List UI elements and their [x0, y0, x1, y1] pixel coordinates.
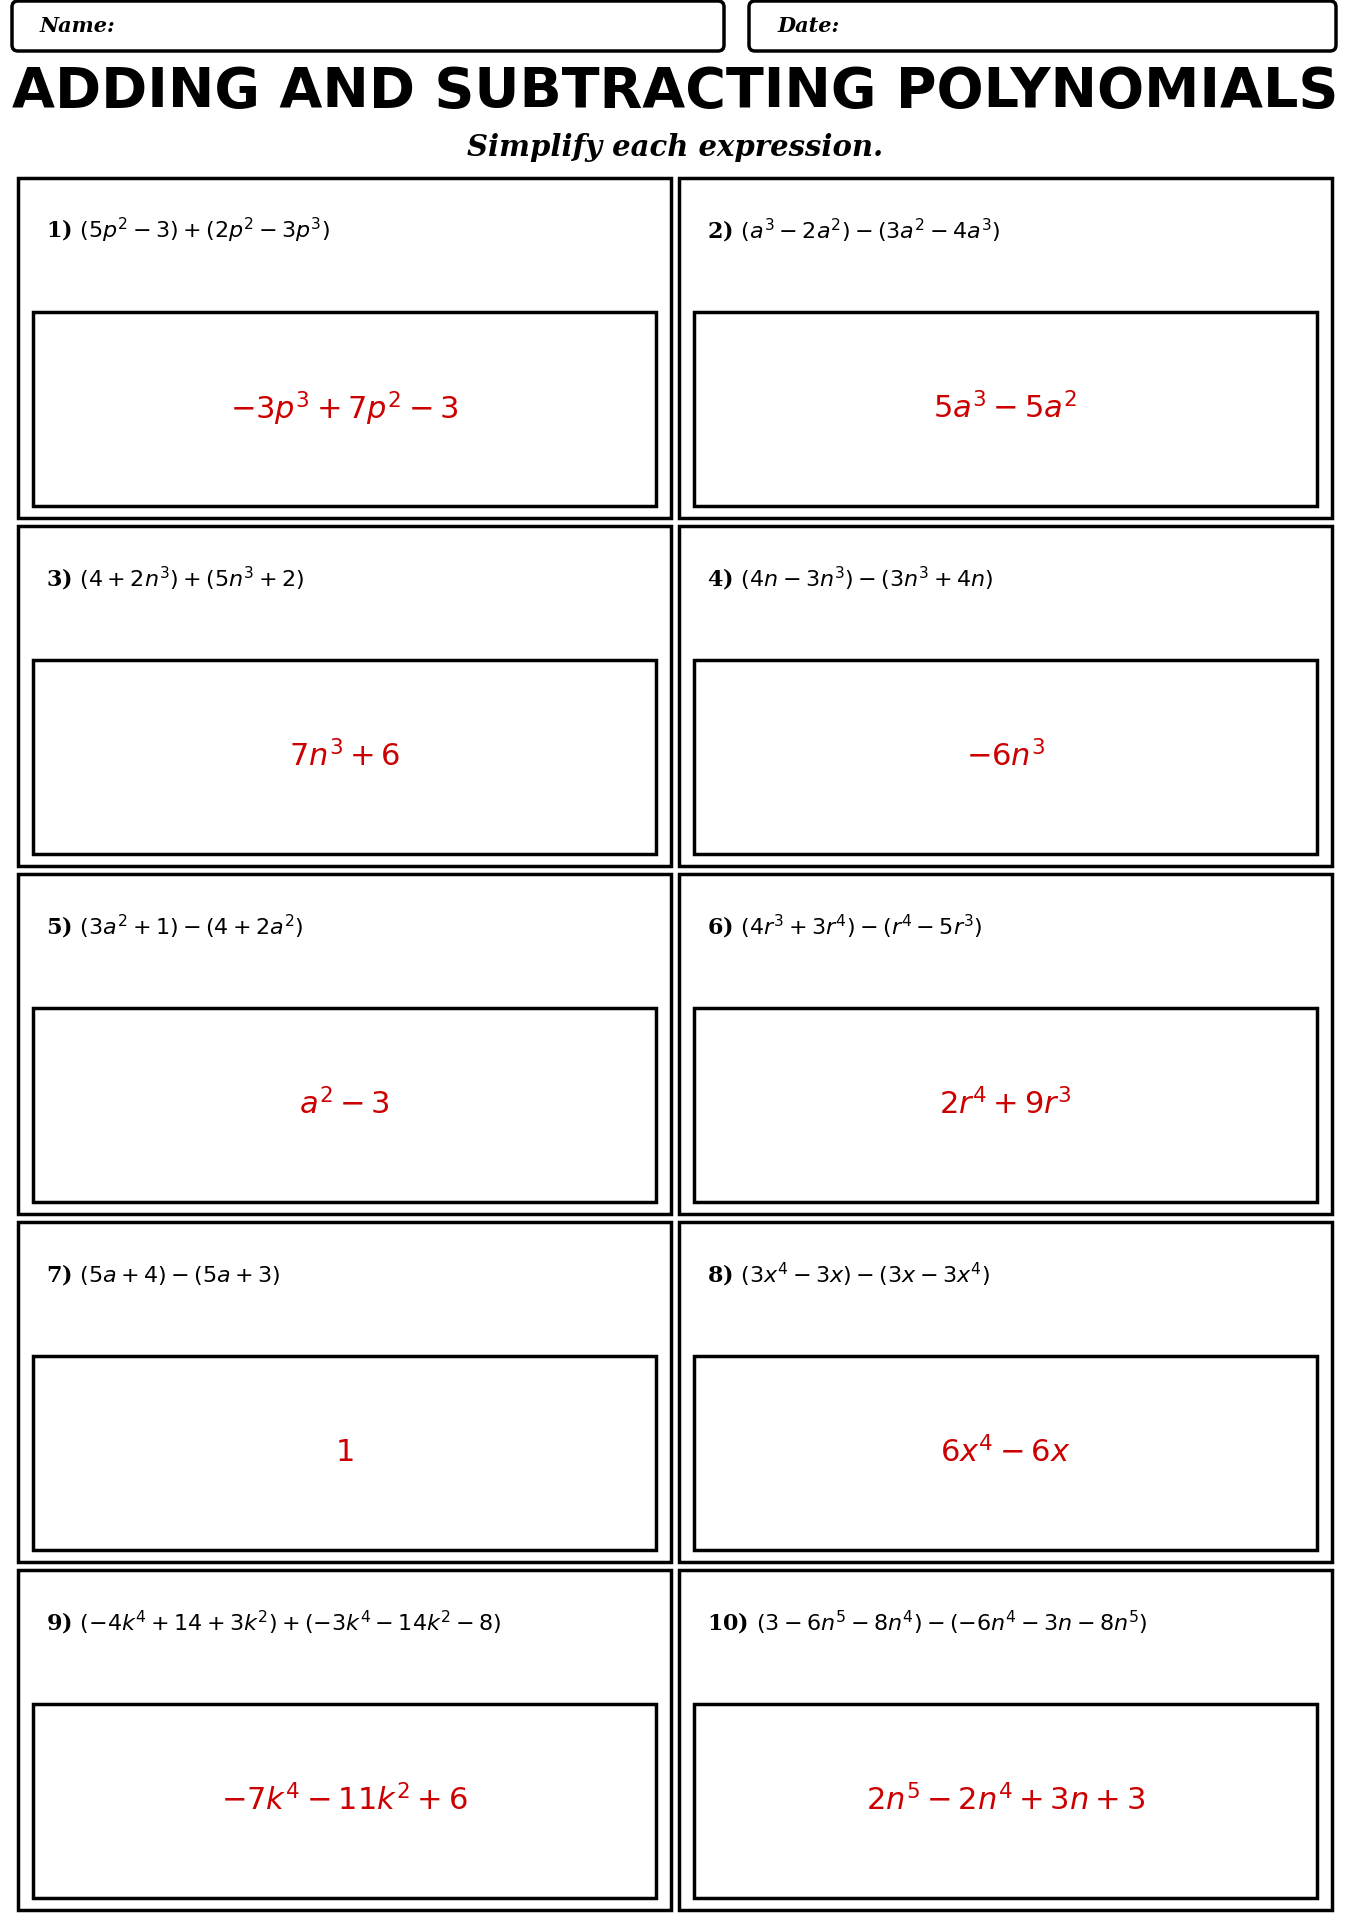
- Bar: [679, 874, 1332, 1213]
- Text: $a^2-3$: $a^2-3$: [298, 1089, 390, 1121]
- Bar: [32, 311, 656, 507]
- Bar: [32, 660, 656, 854]
- Text: $7n^3+6$: $7n^3+6$: [289, 741, 400, 774]
- Text: $2n^5-2n^4+3n+3$: $2n^5-2n^4+3n+3$: [865, 1786, 1145, 1816]
- Text: Name:: Name:: [40, 15, 116, 36]
- Text: 2) $(a^3-2a^2)-(3a^2-4a^3)$: 2) $(a^3-2a^2)-(3a^2-4a^3)$: [707, 217, 1000, 244]
- Bar: [18, 526, 671, 866]
- Text: 10) $(3-6n^5-8n^4)-(-6n^4-3n-8n^5)$: 10) $(3-6n^5-8n^4)-(-6n^4-3n-8n^5)$: [707, 1609, 1148, 1636]
- Bar: [679, 179, 1332, 518]
- Text: 3) $(4+2n^3)+(5n^3+2)$: 3) $(4+2n^3)+(5n^3+2)$: [46, 564, 304, 593]
- Text: 6) $(4r^3+3r^4)-(r^4-5r^3)$: 6) $(4r^3+3r^4)-(r^4-5r^3)$: [707, 912, 983, 941]
- Text: $1$: $1$: [335, 1438, 354, 1469]
- Text: 8) $(3x^4-3x)-(3x-3x^4)$: 8) $(3x^4-3x)-(3x-3x^4)$: [707, 1261, 990, 1288]
- Bar: [18, 874, 671, 1213]
- Text: $5a^3-5a^2$: $5a^3-5a^2$: [933, 394, 1077, 424]
- Text: 1) $(5p^2-3)+(2p^2-3p^3)$: 1) $(5p^2-3)+(2p^2-3p^3)$: [46, 217, 329, 246]
- Text: $6x^4-6x$: $6x^4-6x$: [941, 1436, 1071, 1469]
- Text: $2r^4+9r^3$: $2r^4+9r^3$: [940, 1089, 1072, 1121]
- Bar: [18, 1221, 671, 1563]
- Text: $-3p^3+7p^2-3$: $-3p^3+7p^2-3$: [231, 390, 459, 428]
- Text: 9) $(-4k^4+14+3k^2)+(-3k^4-14k^2-8)$: 9) $(-4k^4+14+3k^2)+(-3k^4-14k^2-8)$: [46, 1609, 501, 1636]
- Bar: [694, 311, 1318, 507]
- Bar: [32, 1008, 656, 1202]
- Text: Simplify each expression.: Simplify each expression.: [467, 134, 883, 163]
- Text: 7) $(5a+4)-(5a+3)$: 7) $(5a+4)-(5a+3)$: [46, 1261, 281, 1286]
- Bar: [694, 1356, 1318, 1549]
- Bar: [32, 1703, 656, 1899]
- Text: Date:: Date:: [778, 15, 840, 36]
- Bar: [694, 1008, 1318, 1202]
- Bar: [679, 1571, 1332, 1910]
- Bar: [18, 1571, 671, 1910]
- Text: $-7k^4-11k^2+6$: $-7k^4-11k^2+6$: [221, 1786, 468, 1816]
- Bar: [18, 179, 671, 518]
- Bar: [679, 526, 1332, 866]
- FancyBboxPatch shape: [12, 2, 724, 52]
- Bar: [694, 660, 1318, 854]
- Bar: [679, 1221, 1332, 1563]
- Text: 4) $(4n-3n^3)-(3n^3+4n)$: 4) $(4n-3n^3)-(3n^3+4n)$: [707, 564, 994, 593]
- Bar: [694, 1703, 1318, 1899]
- FancyBboxPatch shape: [749, 2, 1336, 52]
- Text: ADDING AND SUBTRACTING POLYNOMIALS: ADDING AND SUBTRACTING POLYNOMIALS: [12, 65, 1338, 119]
- Text: 5) $(3a^2+1)-(4+2a^2)$: 5) $(3a^2+1)-(4+2a^2)$: [46, 912, 304, 941]
- Bar: [32, 1356, 656, 1549]
- Text: $-6n^3$: $-6n^3$: [965, 741, 1045, 774]
